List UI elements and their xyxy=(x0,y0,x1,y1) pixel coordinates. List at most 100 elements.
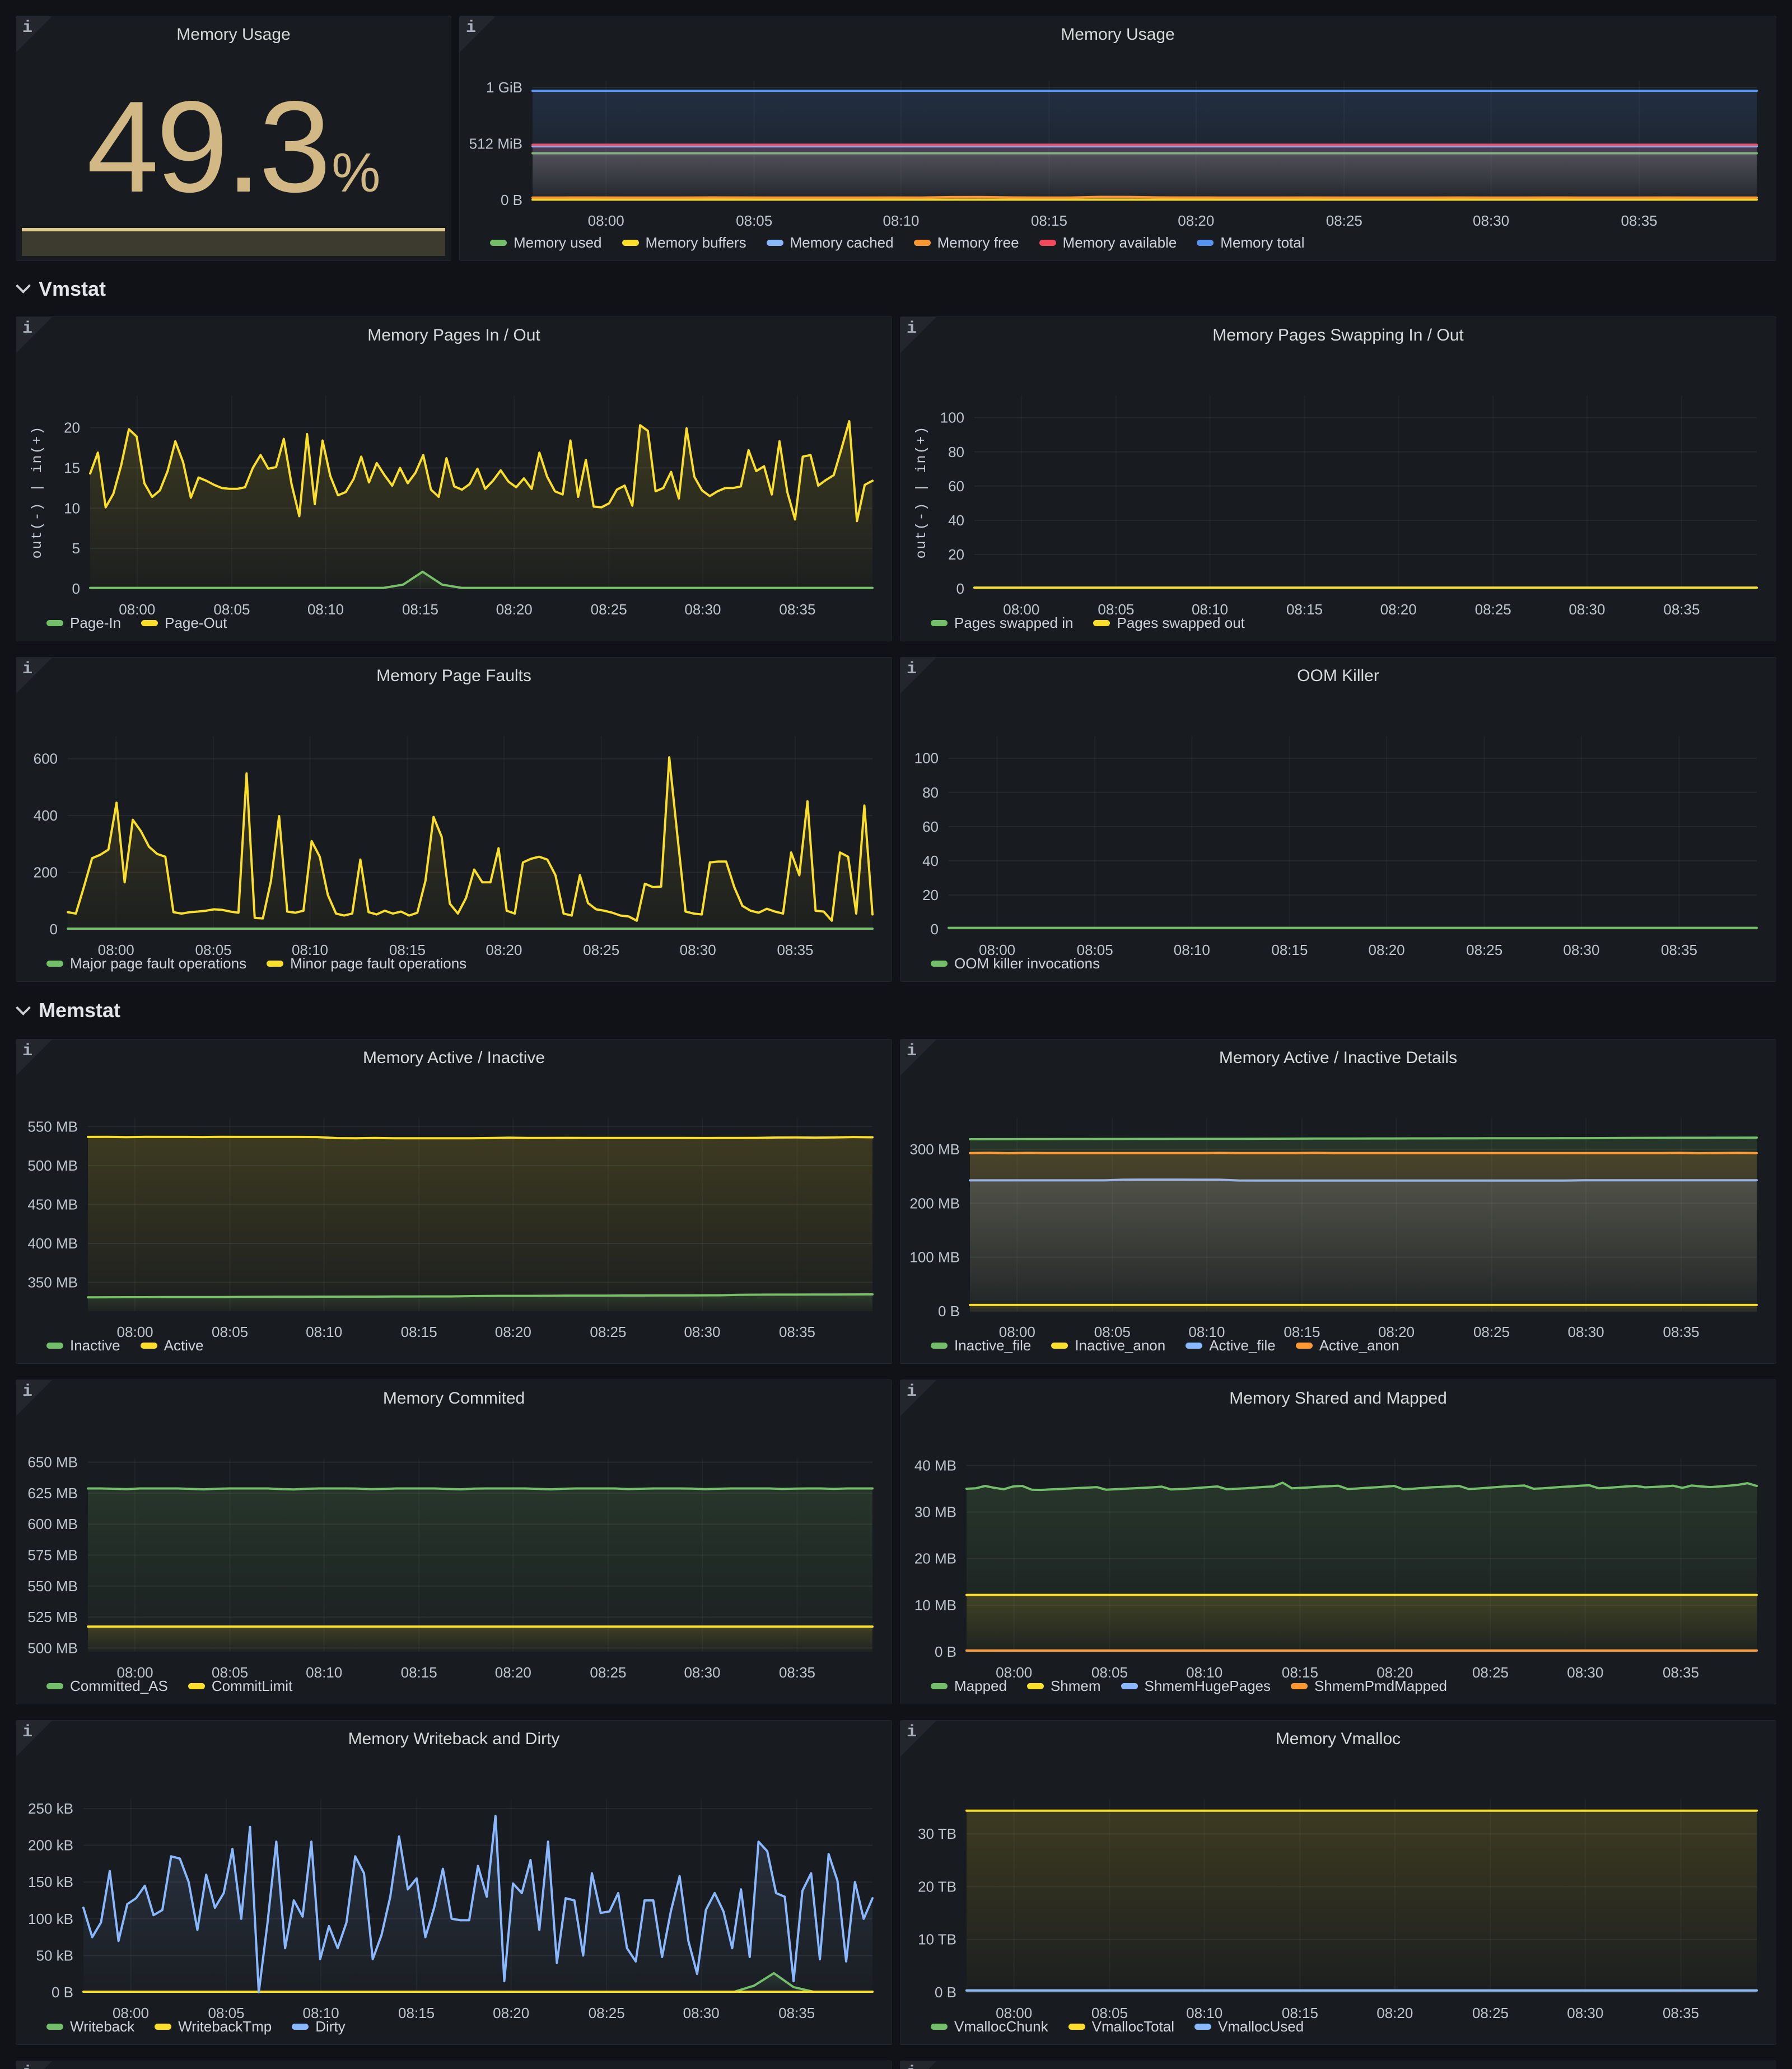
slot-pages-swapping: i Memory Pages Swapping In / Out 08:00 08… xyxy=(900,316,1776,641)
legend-label: Memory free xyxy=(937,234,1019,251)
legend-item[interactable]: Shmem xyxy=(1026,1677,1101,1695)
legend-item[interactable]: Memory buffers xyxy=(622,234,746,251)
row-memstat-3: i Memory Writeback and Dirty 08:00 08:05 0… xyxy=(16,1720,1776,2045)
svg-text:08:20: 08:20 xyxy=(1380,601,1417,618)
svg-text:0 B: 0 B xyxy=(938,1303,960,1320)
legend-item[interactable]: Committed_AS xyxy=(46,1677,168,1695)
info-icon: i xyxy=(22,1042,33,1061)
section-header-memstat[interactable]: Memstat xyxy=(16,982,1776,1039)
legend-item[interactable]: Memory cached xyxy=(766,234,894,251)
legend-label: VmallocChunk xyxy=(954,2018,1048,2035)
section-header-vmstat[interactable]: Vmstat xyxy=(16,261,1776,316)
svg-text:0: 0 xyxy=(50,921,58,938)
legend-item[interactable]: OOM killer invocations xyxy=(931,955,1100,972)
legend-item[interactable]: Major page fault operations xyxy=(46,955,246,972)
legend-item[interactable]: Memory free xyxy=(913,234,1019,251)
legend-item[interactable]: Active_file xyxy=(1186,1337,1276,1354)
svg-text:08:15: 08:15 xyxy=(401,1324,437,1340)
legend-item[interactable]: Inactive_file xyxy=(931,1337,1031,1354)
panel-title[interactable]: Memory Commited xyxy=(382,1389,525,1408)
panel-title[interactable]: OOM Killer xyxy=(1297,667,1379,685)
legend-item[interactable]: Page-Out xyxy=(141,614,227,632)
svg-text:20: 20 xyxy=(64,420,80,436)
svg-text:08:30: 08:30 xyxy=(684,601,721,618)
legend-item[interactable]: VmallocChunk xyxy=(931,2018,1048,2035)
panel-title[interactable]: Memory Pages In / Out xyxy=(367,326,540,344)
info-icon: i xyxy=(22,1723,33,1742)
panel-title[interactable]: Memory Usage xyxy=(176,25,291,44)
slot-active-inactive-details: i Memory Active / Inactive Details 08:00… xyxy=(900,1039,1776,1364)
slot-shared-and-mapped: i Memory Shared and Mapped 08:00 08:05 08:… xyxy=(900,1380,1776,1704)
legend-item[interactable]: Memory used xyxy=(490,234,602,251)
legend-item[interactable]: Page-In xyxy=(46,614,121,632)
panel-memory-active-inactive-details: i Memory Active / Inactive Details 08:00… xyxy=(900,1039,1776,1364)
legend-item[interactable]: VmallocUsed xyxy=(1194,2018,1304,2035)
panel-info-corner[interactable]: i xyxy=(16,2061,52,2069)
legend-item[interactable]: Memory available xyxy=(1039,234,1177,251)
svg-text:08:05: 08:05 xyxy=(213,601,250,618)
legend-item[interactable]: ShmemPmdMapped xyxy=(1291,1677,1447,1695)
partial-panel-left: i xyxy=(16,2061,892,2069)
legend-label: Active_file xyxy=(1209,1337,1276,1354)
legend-item[interactable]: Memory total xyxy=(1197,234,1305,251)
legend-item[interactable]: Pages swapped in xyxy=(931,614,1073,632)
chart-legend: Major page fault operations Minor page fa… xyxy=(46,955,466,972)
panel-title[interactable]: Memory Active / Inactive xyxy=(362,1049,545,1067)
svg-text:450 MB: 450 MB xyxy=(27,1196,78,1213)
svg-text:08:15: 08:15 xyxy=(1286,601,1323,618)
chart-plot: 08:00 08:05 08:10 08:15 08:20 08:25 08:30 08:35… xyxy=(469,79,1758,229)
panel-title[interactable]: Memory Usage xyxy=(1061,25,1175,44)
svg-text:08:00: 08:00 xyxy=(1003,601,1039,618)
legend-item[interactable]: Minor page fault operations xyxy=(267,955,466,972)
chart-legend: Page-In Page-Out xyxy=(46,614,227,632)
legend-item[interactable]: Dirty xyxy=(292,2018,346,2035)
svg-text:out(-) | in(+): out(-) | in(+) xyxy=(29,425,45,558)
legend-swatch xyxy=(931,620,948,626)
svg-text:08:10: 08:10 xyxy=(292,942,328,958)
legend-swatch xyxy=(188,1683,205,1689)
svg-text:08:10: 08:10 xyxy=(1188,1324,1225,1340)
svg-text:250 kB: 250 kB xyxy=(28,1800,73,1817)
legend-item[interactable]: Active xyxy=(140,1337,203,1354)
legend-item[interactable]: Inactive_anon xyxy=(1051,1337,1165,1354)
svg-text:08:05: 08:05 xyxy=(1077,942,1113,958)
svg-text:08:30: 08:30 xyxy=(1567,1664,1603,1681)
legend-item[interactable]: VmallocTotal xyxy=(1068,2018,1174,2035)
legend-item[interactable]: Pages swapped out xyxy=(1093,614,1245,632)
svg-text:08:35: 08:35 xyxy=(1621,212,1658,229)
svg-text:0 B: 0 B xyxy=(935,1984,956,2001)
legend-item[interactable]: Mapped xyxy=(931,1677,1007,1695)
svg-text:08:30: 08:30 xyxy=(680,942,716,958)
chart-plot: 08:00 08:05 08:10 08:15 08:20 08:25 08:30 08:35… xyxy=(914,1457,1758,1681)
svg-text:500 MB: 500 MB xyxy=(27,1157,78,1174)
svg-text:08:10: 08:10 xyxy=(307,601,344,618)
panel-title[interactable]: Memory Pages Swapping In / Out xyxy=(1212,326,1464,344)
panel-memory-shared-and-mapped: i Memory Shared and Mapped 08:00 08:05 08:… xyxy=(900,1380,1776,1704)
legend-item[interactable]: WritebackTmp xyxy=(155,2018,272,2035)
section-label: Memstat xyxy=(39,999,121,1022)
legend-item[interactable]: Inactive xyxy=(46,1337,120,1354)
panel-title[interactable]: Memory Page Faults xyxy=(376,667,531,685)
svg-text:08:35: 08:35 xyxy=(1663,1324,1700,1340)
panel-title[interactable]: Memory Active / Inactive Details xyxy=(1219,1049,1458,1067)
legend-item[interactable]: CommitLimit xyxy=(188,1677,292,1695)
svg-text:08:25: 08:25 xyxy=(590,1664,626,1681)
panel-info-corner[interactable]: i xyxy=(16,16,52,52)
legend-label: Memory buffers xyxy=(645,234,746,251)
legend-swatch xyxy=(292,2024,309,2030)
legend-item[interactable]: ShmemHugePages xyxy=(1121,1677,1271,1695)
panel-title[interactable]: Memory Writeback and Dirty xyxy=(348,1730,560,1748)
panel-title[interactable]: Memory Vmalloc xyxy=(1275,1730,1401,1748)
svg-text:100: 100 xyxy=(940,409,964,426)
legend-label: Page-Out xyxy=(165,614,227,631)
svg-text:08:05: 08:05 xyxy=(212,1324,248,1340)
legend-item[interactable]: Active_anon xyxy=(1295,1337,1399,1354)
legend-item[interactable]: Writeback xyxy=(46,2018,134,2035)
panel-title[interactable]: Memory Shared and Mapped xyxy=(1229,1389,1447,1408)
svg-text:08:35: 08:35 xyxy=(1663,1664,1699,1681)
svg-text:08:25: 08:25 xyxy=(1473,1324,1510,1340)
info-icon: i xyxy=(907,319,917,338)
svg-text:08:15: 08:15 xyxy=(401,1664,437,1681)
svg-text:80: 80 xyxy=(922,784,939,801)
panel-info-corner[interactable]: i xyxy=(900,2061,936,2069)
